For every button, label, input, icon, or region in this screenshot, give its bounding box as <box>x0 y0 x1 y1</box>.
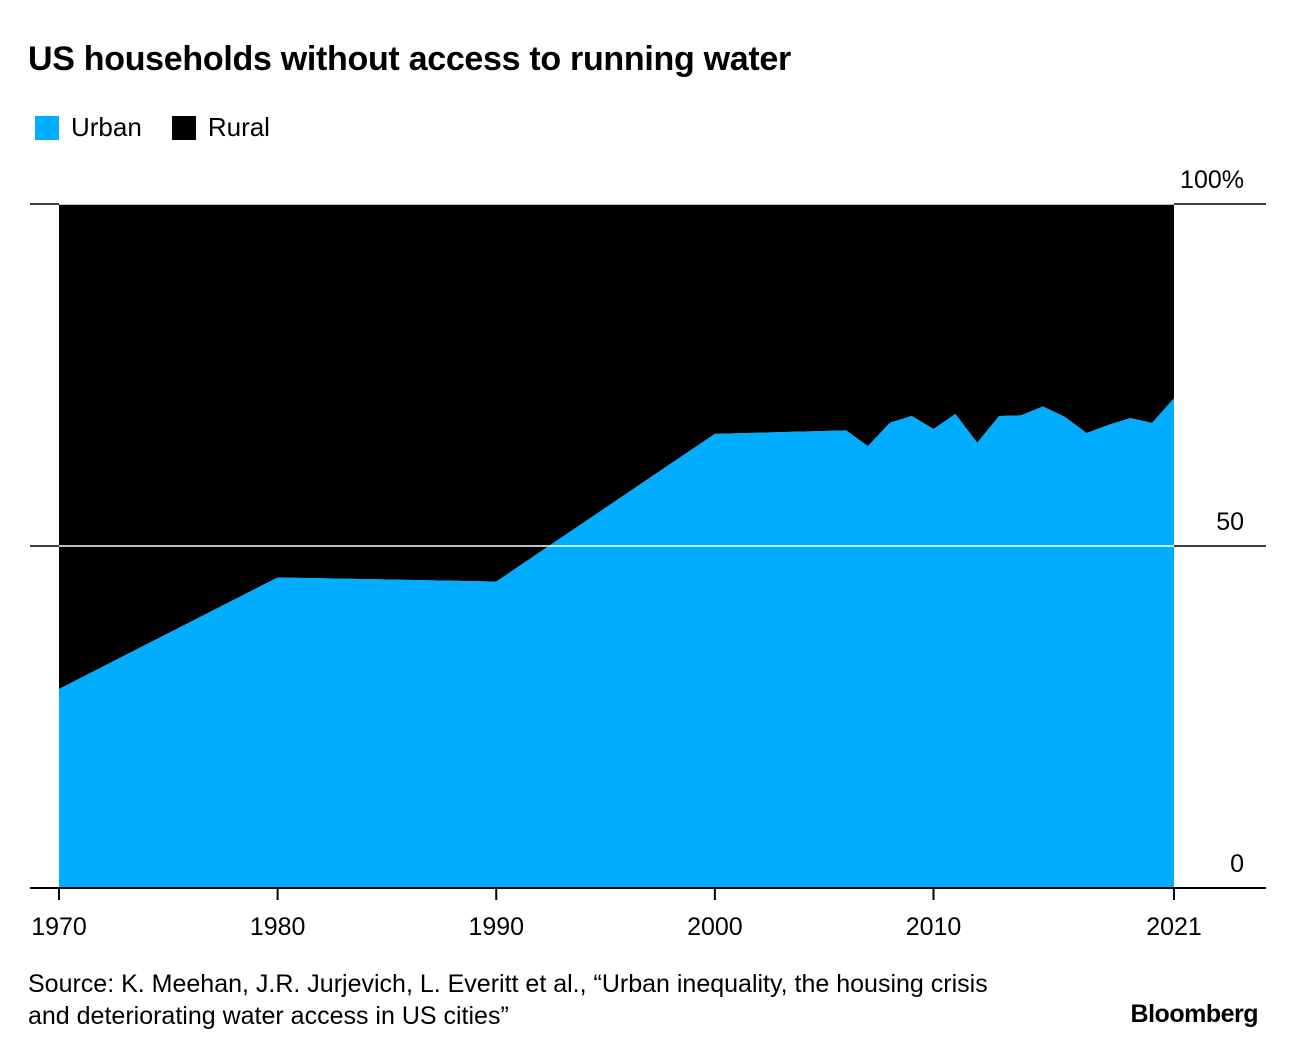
x-axis: 1970 1980 1990 2000 2010 2021 <box>31 888 1202 941</box>
y-tick-label: 0 <box>1230 850 1244 878</box>
legend-swatch-rural <box>171 115 196 140</box>
area-layer <box>59 204 1174 888</box>
legend-swatch-urban <box>35 115 59 140</box>
brand-logo: Bloomberg <box>1130 1000 1259 1028</box>
x-tick-label: 1990 <box>468 913 524 941</box>
legend-item-urban: Urban <box>35 112 142 143</box>
legend: Urban Rural <box>35 112 300 143</box>
x-tick-label: 2010 <box>906 913 962 941</box>
y-tick-label: 50 <box>1216 508 1244 536</box>
x-tick-label: 1970 <box>31 913 87 941</box>
grid-layer <box>30 203 1266 889</box>
legend-item-rural: Rural <box>171 112 270 143</box>
y-tick-label: 100% <box>1180 166 1244 194</box>
source-note: Source: K. Meehan, J.R. Jurjevich, L. Ev… <box>28 970 988 1030</box>
area-rural <box>59 204 1174 689</box>
x-tick-label: 2021 <box>1146 913 1202 941</box>
legend-label-rural: Rural <box>207 112 270 142</box>
area-chart: 1970 1980 1990 2000 2010 2021 100% 50 0 <box>30 166 1266 941</box>
legend-label-urban: Urban <box>71 112 142 142</box>
chart-title: US households without access to running … <box>28 40 791 78</box>
x-tick-label: 1980 <box>250 913 306 941</box>
x-tick-label: 2000 <box>687 913 743 941</box>
area-urban <box>59 398 1174 888</box>
y-axis: 100% 50 0 <box>1180 166 1244 878</box>
